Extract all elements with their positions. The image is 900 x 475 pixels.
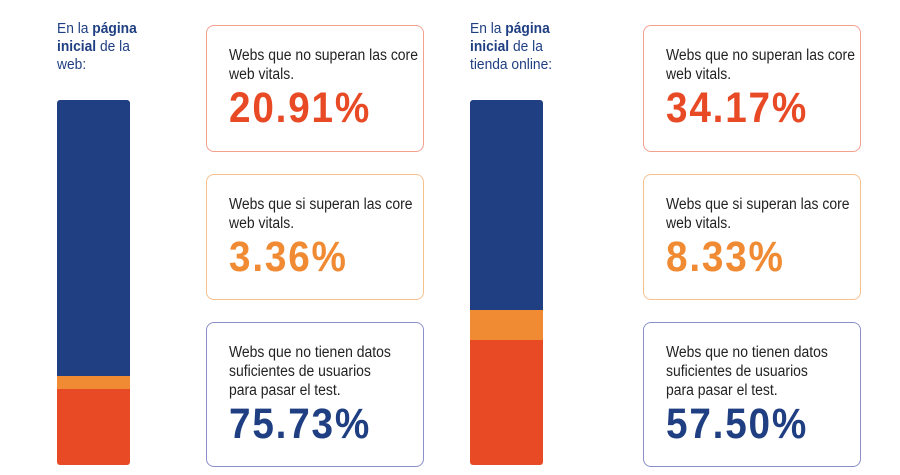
stat-box-fail: Webs que no superan las core web vitals. 2… bbox=[206, 25, 424, 152]
segment-pass bbox=[470, 309, 543, 341]
stat-value: 20.91% bbox=[229, 84, 372, 132]
stacked-bar-web bbox=[57, 100, 130, 465]
segment-nodata bbox=[470, 100, 543, 310]
segment-pass bbox=[57, 376, 130, 389]
stat-box-fail: Webs que no superan las core web vitals. 3… bbox=[643, 25, 861, 152]
stat-value: 8.33% bbox=[666, 233, 785, 281]
panel-label: En la página inicial de la tienda online: bbox=[470, 20, 553, 73]
segment-fail bbox=[470, 340, 543, 465]
stat-value: 75.73% bbox=[229, 400, 372, 448]
stat-box-nodata: Webs que no tienen datos suficientes de u… bbox=[206, 322, 424, 467]
stat-value: 34.17% bbox=[666, 84, 809, 132]
stat-box-nodata: Webs que no tienen datos suficientes de u… bbox=[643, 322, 861, 467]
segment-nodata bbox=[57, 100, 130, 377]
stat-box-pass: Webs que si superan las core web vitals. 8… bbox=[643, 174, 861, 300]
panel-label: En la página inicial de la web: bbox=[57, 20, 137, 73]
stacked-bar-store bbox=[470, 100, 543, 465]
stat-box-pass: Webs que si superan las core web vitals. 3… bbox=[206, 174, 424, 300]
segment-fail bbox=[57, 388, 130, 465]
stat-value: 57.50% bbox=[666, 400, 809, 448]
stat-value: 3.36% bbox=[229, 233, 348, 281]
